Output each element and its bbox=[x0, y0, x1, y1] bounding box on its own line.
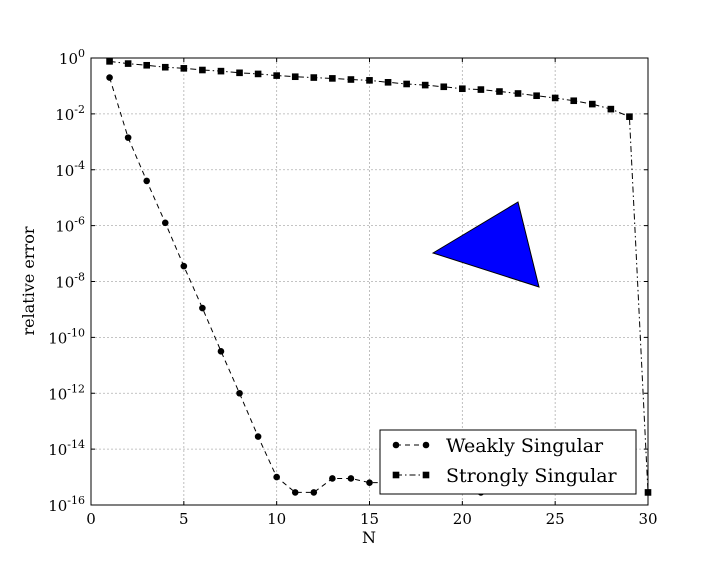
data-point bbox=[329, 475, 336, 482]
data-point bbox=[291, 73, 299, 81]
x-axis-label: N bbox=[362, 528, 376, 547]
data-point bbox=[106, 74, 113, 81]
data-point bbox=[180, 65, 188, 72]
data-point bbox=[291, 489, 299, 496]
data-point bbox=[459, 85, 466, 93]
y-tick-label: 10-14 bbox=[48, 438, 85, 459]
data-point bbox=[551, 94, 559, 102]
inset-triangle bbox=[431, 201, 540, 288]
series-2 bbox=[106, 58, 652, 496]
data-point bbox=[570, 97, 578, 105]
x-tick-label: 20 bbox=[453, 510, 472, 528]
x-tick-label: 0 bbox=[86, 510, 96, 528]
data-point bbox=[199, 304, 206, 312]
data-point bbox=[124, 134, 132, 141]
data-point bbox=[273, 473, 280, 481]
data-point bbox=[403, 80, 410, 88]
y-tick-label: 10-12 bbox=[48, 382, 85, 403]
data-point bbox=[310, 74, 318, 81]
data-point bbox=[310, 489, 318, 496]
tick-layer: 0 5 10 15 20 25 30 100 10-2 10-4 10-6 10-8 10-10 10-1… bbox=[48, 47, 657, 528]
data-point bbox=[514, 90, 522, 97]
data-point bbox=[143, 61, 150, 69]
y-axis-label: relative error bbox=[19, 226, 38, 335]
data-point bbox=[254, 433, 262, 440]
data-point bbox=[533, 92, 540, 100]
data-point bbox=[347, 475, 355, 482]
legend-marker bbox=[422, 471, 430, 479]
legend: Weakly Singular Strongly Singular bbox=[379, 429, 637, 495]
x-tick-label: 30 bbox=[638, 510, 657, 528]
legend-entry: Weakly Singular bbox=[392, 435, 604, 457]
data-point bbox=[366, 77, 373, 84]
data-point bbox=[384, 79, 392, 86]
data-point bbox=[236, 69, 243, 77]
data-point bbox=[217, 67, 225, 75]
data-point bbox=[273, 72, 280, 79]
y-tick-label: 10-4 bbox=[55, 159, 85, 180]
legend-entry: Strongly Singular bbox=[392, 465, 618, 487]
data-point bbox=[254, 70, 262, 78]
data-point bbox=[217, 348, 225, 355]
data-point bbox=[161, 219, 169, 227]
legend-label: Weakly Singular bbox=[446, 435, 604, 457]
y-tick-label: 10-8 bbox=[55, 271, 85, 292]
legend-label: Strongly Singular bbox=[446, 465, 618, 487]
legend-box bbox=[379, 429, 637, 495]
data-point bbox=[236, 389, 243, 397]
data-point bbox=[626, 113, 633, 120]
y-tick-label: 10-2 bbox=[55, 103, 85, 124]
data-point bbox=[366, 479, 373, 486]
data-point bbox=[589, 100, 596, 108]
data-point bbox=[329, 75, 336, 82]
data-point bbox=[124, 60, 132, 67]
x-tick-label: 25 bbox=[546, 510, 565, 528]
y-tick-label: 100 bbox=[59, 47, 85, 68]
data-point bbox=[477, 86, 485, 93]
data-point bbox=[161, 63, 169, 71]
y-tick-label: 10-10 bbox=[48, 326, 85, 347]
series-line bbox=[109, 60, 649, 493]
data-point bbox=[199, 66, 206, 74]
legend-marker bbox=[392, 441, 400, 449]
x-tick-label: 5 bbox=[179, 510, 189, 528]
x-tick-label: 15 bbox=[360, 510, 379, 528]
legend-marker bbox=[422, 441, 430, 449]
data-point bbox=[106, 58, 113, 65]
legend-marker bbox=[392, 471, 400, 479]
data-point bbox=[180, 262, 188, 270]
data-point bbox=[440, 83, 448, 91]
data-point bbox=[421, 81, 429, 89]
data-point bbox=[347, 76, 355, 83]
data-point bbox=[496, 88, 503, 95]
data-point bbox=[607, 105, 615, 113]
y-tick-label: 10-6 bbox=[55, 215, 85, 236]
data-point bbox=[143, 177, 150, 185]
x-tick-label: 10 bbox=[267, 510, 286, 528]
y-tick-label: 10-16 bbox=[48, 494, 85, 515]
